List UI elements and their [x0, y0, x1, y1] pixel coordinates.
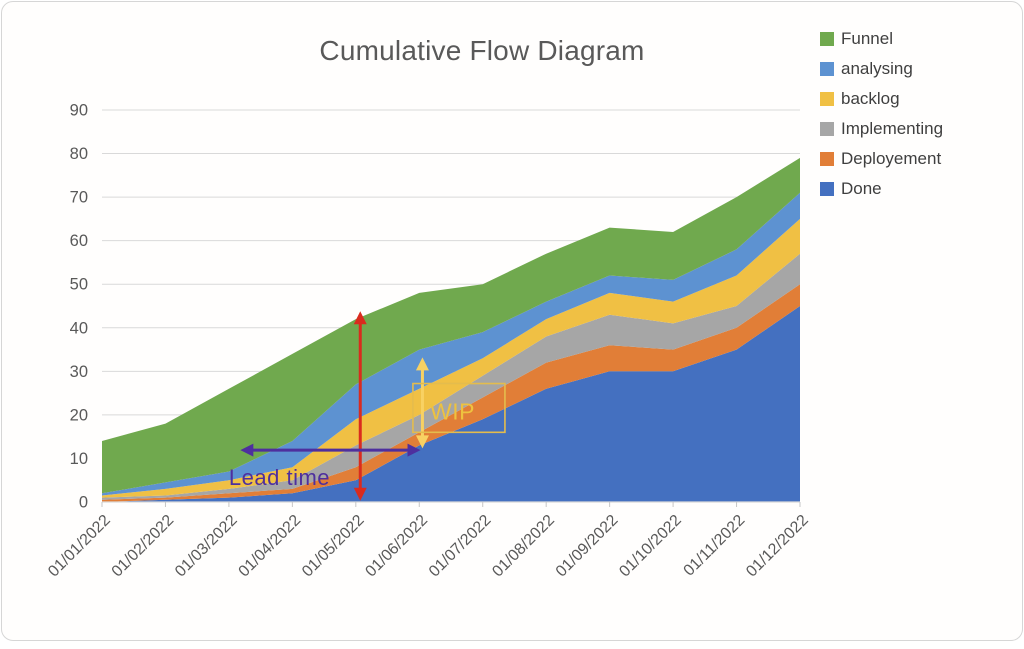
y-axis-tick-label: 10 — [70, 450, 88, 468]
legend-label: Deployement — [841, 149, 942, 168]
y-axis-tick-label: 50 — [70, 276, 88, 294]
legend-label: Funnel — [841, 29, 893, 48]
legend-item-analysing: analysing — [820, 54, 943, 84]
legend-label: analysing — [841, 59, 913, 78]
legend-item-done: Done — [820, 174, 943, 204]
lead-time-arrow-head-left — [240, 443, 254, 457]
y-axis-tick-label: 70 — [70, 189, 88, 207]
legend-label: Implementing — [841, 119, 944, 138]
legend-item-deployement: Deployement — [820, 144, 943, 174]
x-axis-tick-label: 01/04/2022 — [236, 512, 305, 581]
legend-swatch-icon — [820, 62, 834, 76]
legend-label: Done — [841, 179, 882, 198]
y-axis-tick-label: 30 — [70, 363, 88, 381]
x-axis-tick-label: 01/08/2022 — [489, 512, 558, 581]
chart-title: Cumulative Flow Diagram — [319, 35, 645, 66]
y-axis-tick-label: 20 — [70, 406, 88, 424]
x-axis-tick-label: 01/06/2022 — [362, 512, 431, 581]
x-axis-tick-label: 01/01/2022 — [45, 512, 114, 581]
legend-label: backlog — [841, 89, 900, 108]
legend: Funnel analysing backlog Implementing Deploy… — [820, 24, 943, 204]
y-axis-tick-label: 0 — [79, 494, 88, 512]
wip-label: WIP — [430, 399, 475, 425]
total-span-arrow-head-bottom — [353, 487, 367, 501]
legend-swatch-icon — [820, 32, 834, 46]
lead-time-label: Lead time — [229, 465, 330, 490]
x-axis-tick-label: 01/10/2022 — [616, 512, 685, 581]
y-axis-tick-label: 80 — [70, 145, 88, 163]
x-axis-tick-label: 01/02/2022 — [109, 512, 178, 581]
legend-swatch-icon — [820, 182, 834, 196]
legend-item-backlog: backlog — [820, 84, 943, 114]
x-axis-tick-label: 01/05/2022 — [299, 512, 368, 581]
y-axis-tick-label: 60 — [70, 232, 88, 250]
x-axis-tick-label: 01/12/2022 — [743, 512, 812, 581]
x-axis-tick-label: 01/07/2022 — [426, 512, 495, 581]
legend-item-funnel: Funnel — [820, 24, 943, 54]
legend-item-implementing: Implementing — [820, 114, 943, 144]
legend-swatch-icon — [820, 152, 834, 166]
x-axis-tick-label: 01/11/2022 — [681, 512, 749, 580]
y-axis-tick-label: 40 — [70, 319, 88, 337]
wip-box — [412, 382, 506, 434]
legend-swatch-icon — [820, 92, 834, 106]
area-analysing — [102, 192, 800, 496]
x-axis-tick-label: 01/09/2022 — [553, 512, 622, 581]
x-axis-tick-label: 01/03/2022 — [172, 512, 241, 581]
lead-time-arrow-head-right — [407, 443, 421, 457]
total-span-arrow-head-top — [353, 311, 367, 325]
legend-swatch-icon — [820, 122, 834, 136]
wip-arrow-head-top — [415, 357, 429, 371]
area-done — [102, 306, 800, 502]
y-axis-tick-label: 90 — [70, 102, 88, 120]
area-funnel — [102, 157, 800, 494]
wip-arrow-head-bottom — [415, 435, 429, 449]
